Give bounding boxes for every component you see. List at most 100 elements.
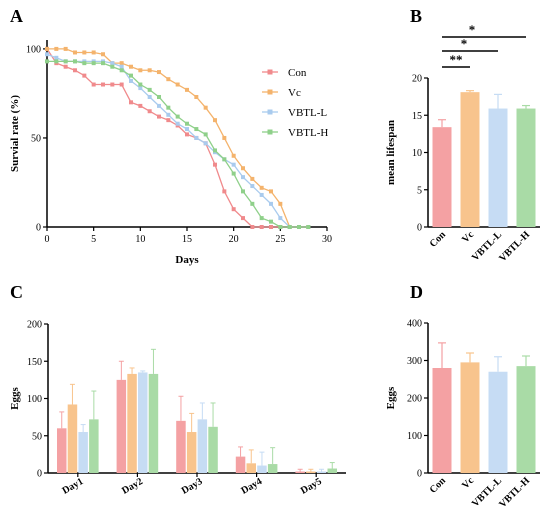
b-y-tick-label: 0 <box>417 223 422 234</box>
b-bar-con <box>432 127 452 227</box>
a-data-point <box>91 50 96 55</box>
a-data-point <box>138 86 143 91</box>
c-bar-vc <box>246 463 256 473</box>
a-data-point <box>203 132 208 137</box>
a-legend-label: Vc <box>288 87 301 99</box>
a-data-point <box>73 50 77 55</box>
c-bar-con <box>116 379 127 473</box>
a-data-point <box>119 64 124 69</box>
c-bar-vc <box>186 432 197 473</box>
a-data-point <box>278 225 283 229</box>
a-data-point <box>138 68 143 73</box>
a-data-point <box>259 225 264 229</box>
b-y-tick-label: 10 <box>412 148 422 159</box>
a-data-point <box>306 225 311 229</box>
a-data-point <box>63 59 68 64</box>
a-data-point <box>185 87 189 92</box>
b-bar-vbtl-l <box>488 108 508 227</box>
c-y-tick-label: 50 <box>32 431 42 442</box>
a-data-point <box>147 109 152 114</box>
d-bar-con <box>432 368 452 473</box>
a-data-point <box>110 64 115 69</box>
a-data-point <box>259 185 264 190</box>
panel-letter-c: C <box>10 282 23 302</box>
a-data-point <box>166 105 171 110</box>
a-data-point <box>82 73 87 78</box>
a-data-point <box>269 201 273 206</box>
a-data-point <box>147 87 152 92</box>
c-category-label: Day4 <box>239 476 264 497</box>
a-data-point <box>241 166 245 171</box>
a-data-point <box>222 157 227 162</box>
a-x-tick-label: 0 <box>45 234 50 245</box>
a-data-point <box>185 127 189 132</box>
a-data-point <box>194 135 199 140</box>
c-bar-con <box>235 456 246 473</box>
a-x-tick-label: 5 <box>91 234 96 245</box>
c-bar-vbtl-h <box>148 373 159 473</box>
a-data-point <box>231 207 236 212</box>
c-bar-vc <box>127 373 137 473</box>
b-y-tick-label: 15 <box>412 111 422 122</box>
a-data-point <box>138 82 143 87</box>
a-data-point <box>110 61 115 66</box>
b-significance-label: * <box>469 22 476 37</box>
a-data-point <box>101 61 105 66</box>
a-data-point <box>250 176 255 181</box>
a-data-point <box>63 64 68 69</box>
a-data-point <box>73 59 77 64</box>
b-y-axis-title: mean lifespan <box>385 120 397 185</box>
c-category-label: Day3 <box>180 476 205 497</box>
a-data-point <box>147 68 152 73</box>
d-category-label: VBTL-H <box>497 475 532 510</box>
d-bar-vbtl-h <box>516 366 536 473</box>
a-data-point <box>241 216 245 221</box>
a-data-point <box>194 127 199 132</box>
d-y-tick-label: 0 <box>417 469 422 480</box>
a-data-point <box>259 216 264 221</box>
a-data-point <box>157 94 161 99</box>
c-y-tick-label: 0 <box>37 469 42 480</box>
panel-letter-d: D <box>410 282 423 302</box>
c-y-tick-label: 150 <box>27 357 42 368</box>
a-series-line-vbtl-l <box>46 53 309 228</box>
a-data-point <box>222 135 227 140</box>
c-bar-vbtl-l <box>257 465 267 473</box>
d-y-tick-label: 100 <box>407 431 422 442</box>
a-data-point <box>278 201 283 206</box>
a-data-point <box>175 121 180 126</box>
a-data-point <box>166 118 171 123</box>
panel-letter-a: A <box>10 6 23 26</box>
a-legend-marker <box>267 129 273 135</box>
b-significance-label: * <box>461 36 468 51</box>
c-bar-vc <box>67 404 78 473</box>
a-legend-marker <box>267 109 273 115</box>
a-data-point <box>119 68 124 73</box>
d-y-tick-label: 400 <box>407 319 422 330</box>
a-data-point <box>175 82 180 87</box>
c-bar-vbtl-l <box>78 432 88 473</box>
a-y-tick-label: 0 <box>36 223 41 234</box>
a-data-point <box>157 114 161 119</box>
d-bar-vbtl-l <box>488 371 508 473</box>
c-bar-vbtl-l <box>316 471 327 473</box>
d-y-tick-label: 300 <box>407 356 422 367</box>
a-data-point <box>213 148 217 153</box>
panel-c-eggs-by-day-chart: 0 50 100 150 200 Eggs Day1 Day2 Day3 Day4 Day5 <box>9 320 346 497</box>
a-data-point <box>129 78 133 83</box>
c-bar-con <box>295 471 305 473</box>
c-bar-vbtl-h <box>267 464 278 473</box>
c-category-label: Day2 <box>120 476 145 497</box>
b-y-tick-label: 5 <box>417 185 422 196</box>
a-data-point <box>250 184 255 189</box>
a-data-point <box>166 77 171 82</box>
c-bar-vbtl-h <box>208 426 218 473</box>
a-data-point <box>278 216 283 221</box>
c-y-tick-label: 200 <box>27 320 42 331</box>
a-data-point <box>175 114 180 119</box>
b-category-label: VBTL-H <box>497 229 532 264</box>
a-data-point <box>91 61 96 66</box>
a-y-tick-label: 50 <box>31 133 41 144</box>
